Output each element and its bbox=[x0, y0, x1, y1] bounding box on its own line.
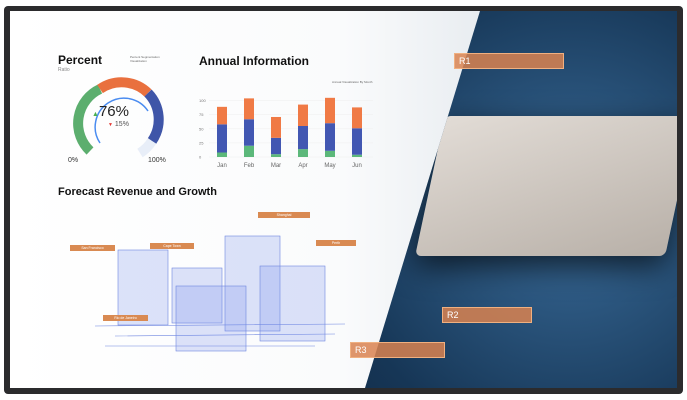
up-arrow-icon: ▲ bbox=[92, 111, 99, 118]
region-label-r2: R2 bbox=[442, 307, 532, 323]
box-shanghai bbox=[224, 235, 281, 332]
x-tick-label: Mar bbox=[271, 163, 281, 169]
annual-title: Annual Information bbox=[199, 54, 309, 68]
gauge-inner-arc bbox=[94, 97, 149, 144]
tag-san-francisco: San Francisco bbox=[70, 245, 115, 251]
bar-segment bbox=[352, 128, 362, 155]
gauge-segment-blue bbox=[144, 89, 164, 144]
annual-note: Annual Visualization By Month bbox=[332, 80, 373, 84]
gauge-segment-green bbox=[73, 84, 103, 155]
percent-gauge bbox=[73, 77, 164, 158]
forecast-title: Forecast Revenue and Growth bbox=[58, 186, 217, 198]
percent-value: ▲76% bbox=[92, 103, 129, 120]
region-label-r3: R3 bbox=[350, 342, 445, 358]
bar-segment bbox=[352, 107, 362, 129]
bar-segment bbox=[217, 152, 227, 157]
forecast-3d-chart bbox=[94, 235, 346, 352]
box-rio-de-janeiro bbox=[175, 285, 247, 352]
bar-segment bbox=[244, 145, 254, 157]
gauge-min-label: 0% bbox=[68, 157, 79, 164]
down-arrow-icon: ▼ bbox=[108, 122, 113, 128]
gauge-max-label: 100% bbox=[148, 157, 166, 164]
percent-note: Percent Segmentation Visualization bbox=[130, 55, 160, 63]
percent-change: ▼ 15% bbox=[108, 121, 129, 128]
bar-segment bbox=[217, 124, 227, 153]
gauge-segment-empty bbox=[137, 138, 157, 158]
gauge-segment-orange bbox=[97, 77, 152, 97]
processor-chip bbox=[415, 116, 677, 256]
bar-segment bbox=[298, 149, 308, 157]
display-screen: Percent Ratio Percent Segmentation Visua… bbox=[10, 11, 677, 388]
percent-change-text: 15% bbox=[114, 121, 129, 128]
x-tick-label: Jan bbox=[217, 163, 227, 169]
percent-title: Percent bbox=[58, 53, 103, 67]
bar-segment bbox=[217, 106, 227, 125]
bar-segment bbox=[298, 126, 308, 150]
y-tick-label: 50 bbox=[199, 126, 204, 131]
y-tick-label: 25 bbox=[199, 140, 204, 145]
bar-segment bbox=[352, 154, 362, 157]
bar-segment bbox=[271, 116, 281, 138]
bar-segment bbox=[244, 119, 254, 146]
box-perth bbox=[259, 265, 326, 342]
x-tick-label: Feb bbox=[244, 163, 255, 169]
monitor-bezel: Percent Ratio Percent Segmentation Visua… bbox=[4, 6, 683, 394]
x-tick-label: Jun bbox=[352, 163, 362, 169]
bar-segment bbox=[325, 150, 335, 157]
y-tick-label: 100 bbox=[199, 98, 206, 103]
box-san-francisco bbox=[117, 249, 169, 326]
region-label-r1: R1 bbox=[454, 53, 564, 69]
bar-segment bbox=[298, 104, 308, 126]
percent-subtitle: Ratio bbox=[58, 67, 70, 73]
floor-grid bbox=[94, 323, 346, 347]
tag-cape-town: Cape Town bbox=[150, 243, 194, 249]
bar-segment bbox=[244, 98, 254, 120]
bar-segment bbox=[325, 97, 335, 124]
x-tick-label: Apr bbox=[298, 163, 307, 169]
tag-perth: Perth bbox=[316, 240, 356, 246]
tag-rio-de-janeiro: Rio de Janeiro bbox=[103, 315, 148, 321]
y-tick-label: 75 bbox=[199, 112, 204, 117]
box-cape-town bbox=[171, 267, 223, 324]
x-tick-label: May bbox=[324, 163, 335, 169]
y-tick-label: 0 bbox=[199, 155, 202, 160]
annual-bar-chart: 0 25 50 75 100 Jan Feb Mar Apr May Jun bbox=[199, 97, 373, 169]
percent-value-text: 76% bbox=[98, 103, 129, 120]
bar-segment bbox=[271, 154, 281, 157]
tag-shanghai: Shanghai bbox=[258, 212, 310, 218]
bar-segment bbox=[325, 123, 335, 151]
bar-segment bbox=[271, 137, 281, 155]
